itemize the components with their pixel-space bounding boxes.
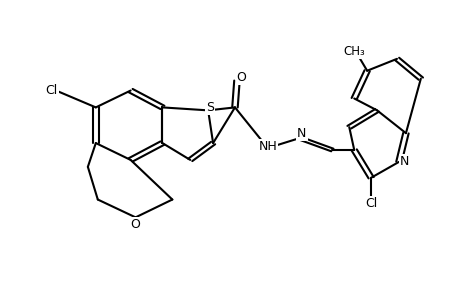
Text: O: O (236, 71, 246, 84)
Text: CH₃: CH₃ (342, 45, 364, 58)
Text: N: N (297, 127, 306, 140)
Text: O: O (130, 218, 140, 231)
Text: S: S (206, 101, 214, 114)
Text: Cl: Cl (364, 197, 376, 211)
Text: N: N (399, 155, 408, 168)
Text: Cl: Cl (45, 84, 57, 97)
Text: NH: NH (258, 140, 276, 153)
